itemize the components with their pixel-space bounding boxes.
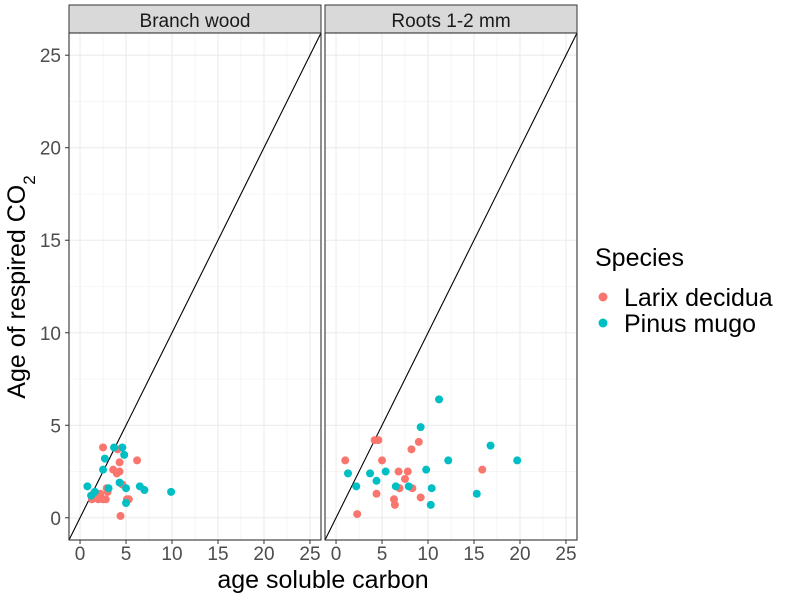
facet-panel-1: Branch wood 0 5 10 15 20 25 0 5 10 15 20 25	[40, 4, 322, 565]
legend-title: Species	[595, 244, 684, 272]
data-point	[115, 458, 124, 467]
x-tick-label: 20	[253, 544, 274, 565]
legend-label: Larix decidua	[624, 284, 773, 312]
data-point	[513, 456, 522, 465]
data-point	[435, 395, 444, 404]
x-tick-label: 10	[161, 544, 182, 565]
y-axis-title-main: Age of respired CO	[3, 185, 31, 399]
data-point	[120, 450, 129, 459]
data-point	[372, 476, 381, 485]
data-point	[101, 495, 110, 504]
x-tick-label: 15	[207, 544, 228, 565]
data-point	[167, 487, 176, 496]
data-point	[390, 500, 399, 509]
data-point	[341, 456, 350, 465]
series-pinus-mugo	[83, 443, 176, 507]
legend-label: Pinus mugo	[624, 310, 756, 338]
data-point	[404, 482, 413, 491]
data-point	[83, 482, 92, 491]
data-point	[100, 454, 109, 463]
data-point	[99, 443, 108, 452]
data-point	[90, 487, 99, 496]
data-point	[378, 456, 387, 465]
series-larix-decidua	[341, 436, 487, 519]
data-point	[403, 467, 412, 476]
data-point	[416, 493, 425, 502]
facet-strip	[68, 4, 322, 34]
y-axis-title: Age of respired CO2	[3, 175, 39, 398]
y-tick-label: 0	[50, 509, 61, 530]
y-tick-label: 25	[40, 46, 61, 67]
data-point	[115, 467, 124, 476]
data-point	[472, 489, 481, 498]
data-point	[407, 445, 416, 454]
legend-key	[598, 292, 608, 302]
data-point	[416, 423, 425, 432]
data-point	[118, 443, 127, 452]
y-tick-label: 10	[40, 324, 61, 345]
data-point	[422, 465, 431, 474]
facet-strip-title: Roots 1-2 mm	[391, 11, 510, 32]
data-point	[122, 498, 131, 507]
data-point	[374, 436, 383, 445]
data-point	[427, 484, 436, 493]
facet-strip	[324, 4, 578, 34]
identity-line	[324, 32, 578, 541]
y-tick-label: 5	[50, 416, 61, 437]
facet-panel-2: Roots 1-2 mm 0 5 10 15 20 25	[324, 4, 578, 565]
data-point	[352, 482, 361, 491]
data-point	[366, 469, 375, 478]
x-tick-label: 10	[417, 544, 438, 565]
data-point	[414, 437, 423, 446]
data-point	[140, 486, 149, 495]
data-point	[110, 443, 119, 452]
data-point	[372, 489, 381, 498]
x-tick-label: 0	[75, 544, 86, 565]
x-tick-label: 15	[463, 544, 484, 565]
panel-border	[324, 32, 578, 541]
data-point	[381, 467, 390, 476]
data-point	[394, 467, 403, 476]
data-point	[116, 511, 125, 520]
x-tick-label: 25	[299, 544, 320, 565]
data-point	[343, 469, 352, 478]
identity-line	[68, 32, 322, 541]
x-tick-label: 5	[377, 544, 388, 565]
panel-border	[68, 32, 322, 541]
data-point	[133, 456, 142, 465]
data-point	[122, 484, 131, 493]
y-axis-title-subscript: 2	[20, 175, 39, 184]
data-point	[99, 465, 108, 474]
x-tick-label: 20	[509, 544, 530, 565]
x-axis-title: age soluble carbon	[217, 566, 428, 594]
y-tick-label: 15	[40, 231, 61, 252]
facet-strip-title: Branch wood	[140, 11, 251, 32]
data-point	[104, 484, 113, 493]
x-tick-label: 25	[555, 544, 576, 565]
x-tick-label: 5	[121, 544, 132, 565]
data-point	[486, 441, 495, 450]
series-pinus-mugo	[343, 395, 522, 509]
data-point	[115, 478, 124, 487]
x-tick-label: 0	[331, 544, 342, 565]
data-point	[401, 474, 410, 483]
y-tick-label: 20	[40, 139, 61, 160]
data-point	[391, 482, 400, 491]
data-point	[444, 456, 453, 465]
data-point	[353, 510, 362, 519]
legend-key	[598, 318, 608, 328]
data-point	[426, 500, 435, 509]
data-point	[478, 465, 487, 474]
